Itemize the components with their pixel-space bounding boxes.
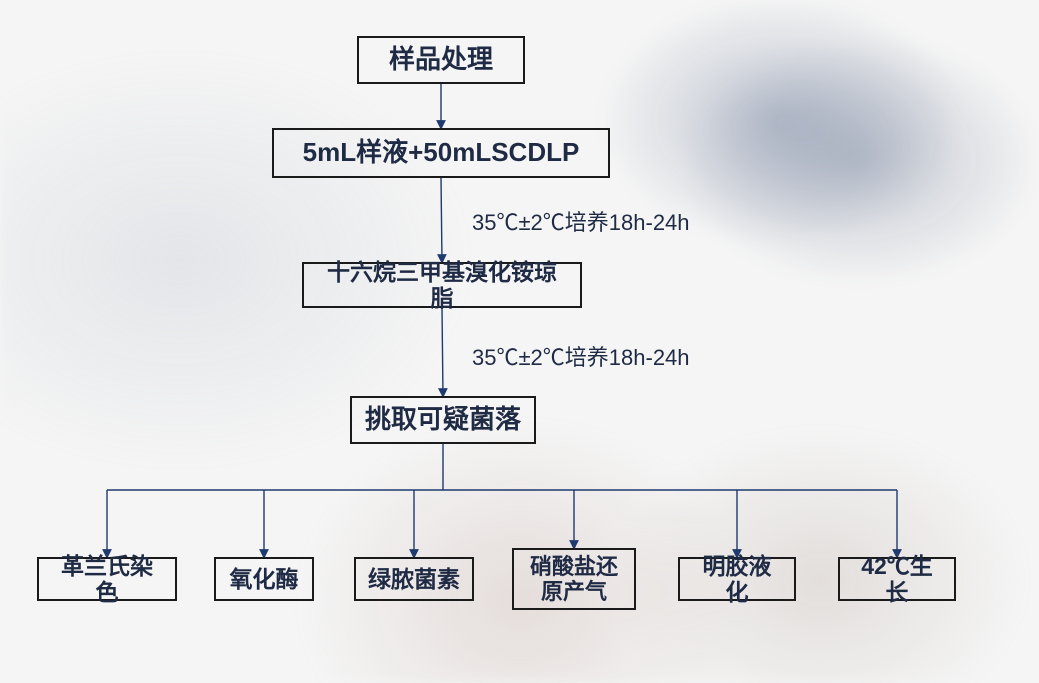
node-pick-suspect-colony: 挑取可疑菌落	[350, 396, 536, 444]
edge-label-incubation-2: 35℃±2℃培养18h-24h	[472, 340, 690, 372]
node-oxidase: 氧化酶	[214, 557, 314, 601]
node-ctab-agar: 十六烷三甲基溴化铵琼脂	[302, 262, 582, 308]
edge-label-incubation-1: 35℃±2℃培养18h-24h	[472, 205, 690, 237]
node-42c-growth: 42℃生长	[838, 557, 956, 601]
node-gram-stain: 革兰氏染色	[37, 557, 177, 601]
node-nitrate-reduction: 硝酸盐还 原产气	[512, 548, 636, 610]
node-pyocyanin: 绿脓菌素	[354, 557, 474, 601]
node-dilution-step: 5mL样液+50mLSCDLP	[272, 128, 610, 178]
node-gelatin-liquefaction: 明胶液化	[678, 557, 796, 601]
node-sample-processing: 样品处理	[357, 36, 525, 84]
